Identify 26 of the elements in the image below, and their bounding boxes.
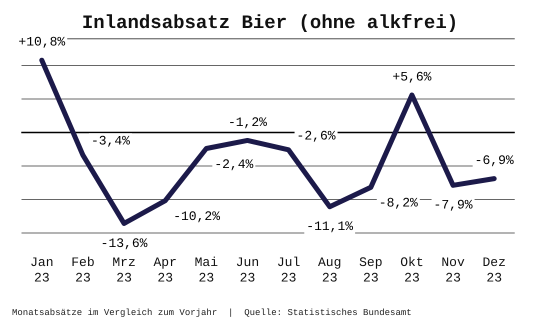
x-tick-label: Feb 23 xyxy=(71,255,95,286)
data-label: +10,8% xyxy=(18,34,66,50)
x-tick-label: Nov 23 xyxy=(441,255,465,286)
data-label: -7,9% xyxy=(434,198,473,213)
x-tick-label: Aug 23 xyxy=(318,255,342,286)
data-label: -13,6% xyxy=(100,236,148,251)
data-label: -2,4% xyxy=(214,156,254,172)
x-tick-label: Jan 23 xyxy=(30,255,54,286)
x-tick-label: Okt 23 xyxy=(400,255,424,286)
text: Monatsabsätze im Vergleich zum Vorjahr | Quelle: Statistisches Bundesamt xyxy=(11,308,413,318)
data-label: -2,6% xyxy=(296,128,336,144)
x-tick-label: Apr 23 xyxy=(153,255,177,286)
data-label: -1,2% xyxy=(228,114,268,130)
chart-title: Inlandsabsatz Bier (ohne alkfrei) xyxy=(82,12,458,34)
x-tick-label: Dez 23 xyxy=(482,255,506,286)
x-tick-label: Mai 23 xyxy=(194,255,218,286)
data-label: +5,6% xyxy=(392,69,432,84)
data-label: -3,4% xyxy=(90,134,130,149)
x-tick-label: Sep 23 xyxy=(359,255,383,286)
data-label: -6,9% xyxy=(474,153,514,168)
data-label: -8,2% xyxy=(378,196,418,211)
x-tick-label: Jul 23 xyxy=(276,255,300,286)
x-tick-label: Mrz 23 xyxy=(112,255,136,286)
data-label: -10,2% xyxy=(173,209,220,224)
x-tick-label: Jun 23 xyxy=(236,255,260,286)
data-label: -11,1% xyxy=(306,219,354,234)
